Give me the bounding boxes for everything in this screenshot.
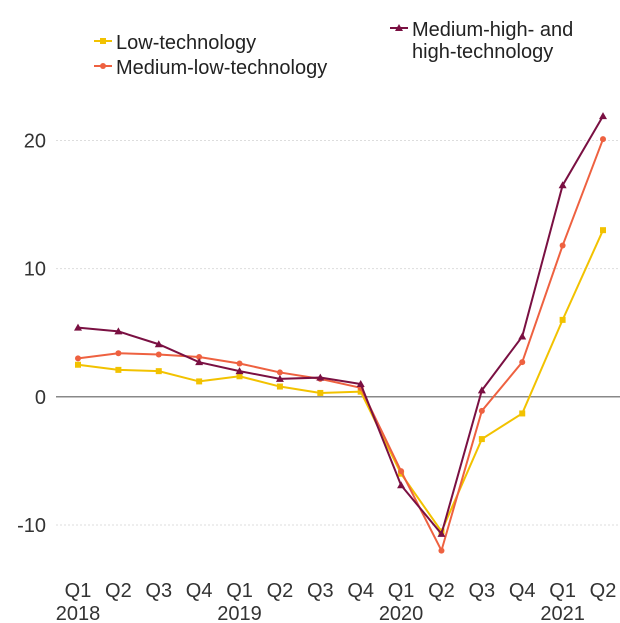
x-tick-label: Q1 (65, 580, 92, 602)
legend-entry: Medium-low-technology (94, 57, 376, 79)
marker (600, 227, 606, 234)
x-tick-label: Q3 (469, 580, 496, 602)
x-tick-label: Q1 (388, 580, 415, 602)
marker (519, 410, 526, 417)
marker (519, 359, 526, 366)
marker (559, 316, 566, 323)
x-tick-label: Q2 (267, 580, 294, 602)
marker (600, 136, 606, 143)
marker (357, 388, 364, 395)
marker (196, 354, 203, 361)
series-line (77, 115, 604, 537)
y-tick-label: 10 (24, 259, 46, 281)
x-tick-label: Q4 (509, 580, 536, 602)
x-tick-label: Q4 (347, 580, 374, 602)
marker (397, 481, 406, 489)
legend-marker (390, 19, 408, 41)
legend-label: Medium-low-technology (116, 57, 328, 79)
y-tick-label: 20 (24, 130, 46, 152)
legend-entry: Medium-high- and high-technology (390, 19, 612, 63)
series-line (77, 229, 604, 534)
marker (154, 340, 163, 348)
legend-label: Medium-high- and high-technology (412, 19, 574, 63)
marker (398, 468, 405, 475)
legend-marker (94, 57, 112, 79)
marker (317, 389, 324, 396)
marker (115, 366, 122, 373)
x-group-label: 2020 (379, 603, 424, 623)
x-tick-label: Q2 (590, 580, 617, 602)
x-tick-label: Q2 (428, 580, 455, 602)
x-group-label: 2019 (217, 603, 262, 623)
marker (235, 367, 244, 375)
legend-entry: Low-technology (94, 32, 336, 54)
marker (478, 407, 485, 414)
y-tick-label: -10 (17, 515, 46, 537)
series-line (77, 138, 604, 554)
marker (196, 378, 203, 385)
x-tick-label: Q4 (186, 580, 213, 602)
marker (559, 242, 566, 249)
marker (558, 181, 567, 189)
x-tick-label: Q3 (145, 580, 172, 602)
marker (74, 323, 82, 331)
marker (438, 547, 445, 554)
y-tick-label: 0 (35, 387, 46, 409)
legend-marker (94, 32, 112, 54)
marker (478, 436, 485, 443)
marker (75, 355, 81, 362)
marker (155, 368, 162, 375)
marker (477, 386, 486, 394)
marker (275, 374, 284, 382)
marker (599, 112, 607, 120)
marker (236, 373, 243, 380)
marker (518, 332, 527, 340)
legend-label: Low-technology (116, 32, 257, 54)
x-group-label: 2018 (56, 603, 101, 623)
marker (276, 369, 283, 376)
x-tick-label: Q1 (226, 580, 253, 602)
marker (155, 351, 162, 358)
marker (316, 373, 325, 381)
x-tick-label: Q1 (549, 580, 576, 602)
marker (356, 379, 365, 387)
marker (114, 327, 123, 335)
marker (115, 350, 122, 357)
x-tick-label: Q3 (307, 580, 334, 602)
marker (195, 358, 204, 366)
x-group-label: 2021 (540, 603, 585, 623)
marker (437, 529, 446, 537)
marker (276, 383, 283, 390)
x-tick-label: Q2 (105, 580, 132, 602)
marker (236, 360, 243, 367)
marker (75, 361, 81, 368)
